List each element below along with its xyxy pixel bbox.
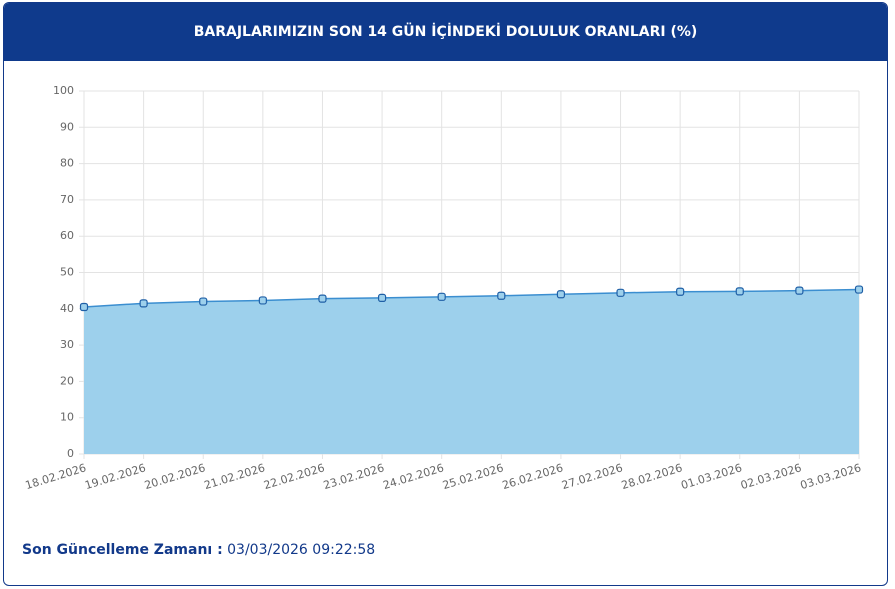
- footer-value: 03/03/2026 09:22:58: [227, 542, 376, 558]
- point: [616, 288, 625, 297]
- point: [437, 292, 446, 301]
- title: BARAJLARIMIZIN SON 14 GÜN İÇİNDEKİ DOLUL…: [193, 24, 698, 40]
- x-tick-label: 21.02.2026: [203, 461, 267, 492]
- card: BARAJLARIMIZIN SON 14 GÜN İÇİNDEKİ DOLUL…: [3, 2, 888, 586]
- x-tick-label: 20.02.2026: [143, 461, 207, 492]
- y-tick-label: 0: [67, 447, 74, 460]
- point: [556, 290, 566, 299]
- x-tick-label: 22.02.2026: [262, 461, 326, 492]
- footer: Son Güncelleme Zamanı : 03/03/2026 09:22…: [22, 542, 375, 558]
- y-tick-label: 40: [60, 302, 74, 315]
- x-tick-label: 01.03.2026: [679, 461, 743, 492]
- point: [497, 291, 506, 300]
- x-tick-label: 19.02.2026: [83, 461, 147, 492]
- x-tick-label: 18.02.2026: [24, 461, 88, 492]
- x-tick-label: 25.02.2026: [441, 461, 505, 492]
- point: [795, 286, 804, 295]
- point: [79, 302, 89, 312]
- y-tick-label: 20: [60, 374, 74, 387]
- x-tick-label: 28.02.2026: [620, 461, 684, 492]
- y-tick-label: 100: [53, 84, 74, 97]
- y-tick-label: 30: [60, 338, 74, 351]
- point: [377, 293, 387, 303]
- x-tick-label: 03.03.2026: [799, 461, 863, 492]
- point: [199, 297, 208, 306]
- y-tick-label: 60: [60, 229, 74, 242]
- point: [318, 294, 327, 303]
- header: BARAJLARIMIZIN SON 14 GÜN İÇİNDEKİ DOLUL…: [4, 3, 887, 61]
- x-tick-label: 02.03.2026: [739, 461, 803, 492]
- point: [676, 287, 685, 296]
- x-tick-label: 26.02.2026: [501, 461, 565, 492]
- y-tick-label: 10: [60, 411, 74, 424]
- x-tick-label: 23.02.2026: [322, 461, 386, 492]
- y-tick-label: 70: [60, 193, 74, 206]
- y-tick-label: 90: [60, 120, 74, 133]
- y-tick-label: 50: [60, 266, 74, 279]
- x-tick-label: 24.02.2026: [381, 461, 445, 492]
- point: [854, 285, 864, 294]
- point: [735, 287, 744, 296]
- line: [83, 288, 860, 308]
- point: [258, 296, 267, 305]
- area: [84, 289, 859, 454]
- point: [139, 299, 148, 308]
- x-tick-label: 27.02.2026: [560, 461, 624, 492]
- y-tick-label: 80: [60, 157, 74, 170]
- footer-label: Son Güncelleme Zamanı :: [22, 542, 223, 558]
